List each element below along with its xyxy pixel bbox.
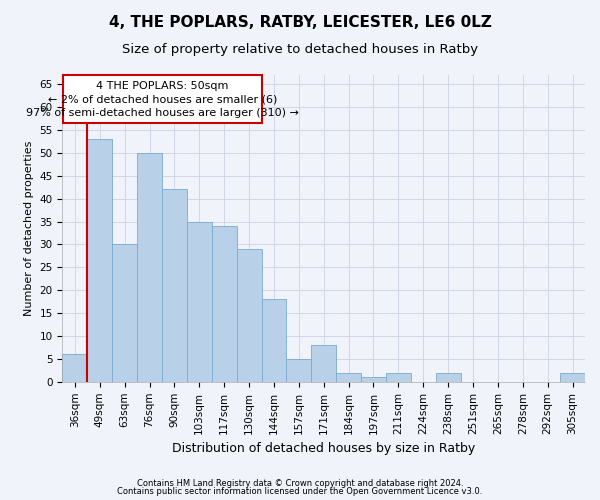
Bar [162, 190, 187, 382]
Bar [112, 244, 137, 382]
Text: Contains public sector information licensed under the Open Government Licence v3: Contains public sector information licen… [118, 487, 482, 496]
Bar [361, 377, 386, 382]
Bar [436, 372, 461, 382]
Bar [560, 372, 585, 382]
Text: 4 THE POPLARS: 50sqm: 4 THE POPLARS: 50sqm [96, 80, 229, 90]
FancyBboxPatch shape [63, 75, 262, 123]
Text: 4, THE POPLARS, RATBY, LEICESTER, LE6 0LZ: 4, THE POPLARS, RATBY, LEICESTER, LE6 0L… [109, 15, 491, 30]
Bar [262, 300, 286, 382]
Text: Contains HM Land Registry data © Crown copyright and database right 2024.: Contains HM Land Registry data © Crown c… [137, 478, 463, 488]
Bar [336, 372, 361, 382]
Bar [212, 226, 236, 382]
Bar [62, 354, 88, 382]
Bar [311, 345, 336, 382]
Y-axis label: Number of detached properties: Number of detached properties [24, 140, 34, 316]
Bar [187, 222, 212, 382]
X-axis label: Distribution of detached houses by size in Ratby: Distribution of detached houses by size … [172, 442, 475, 455]
Bar [88, 139, 112, 382]
Text: ← 2% of detached houses are smaller (6): ← 2% of detached houses are smaller (6) [48, 94, 277, 104]
Bar [236, 249, 262, 382]
Text: Size of property relative to detached houses in Ratby: Size of property relative to detached ho… [122, 42, 478, 56]
Bar [137, 153, 162, 382]
Bar [386, 372, 411, 382]
Bar [286, 359, 311, 382]
Text: 97% of semi-detached houses are larger (310) →: 97% of semi-detached houses are larger (… [26, 108, 299, 118]
